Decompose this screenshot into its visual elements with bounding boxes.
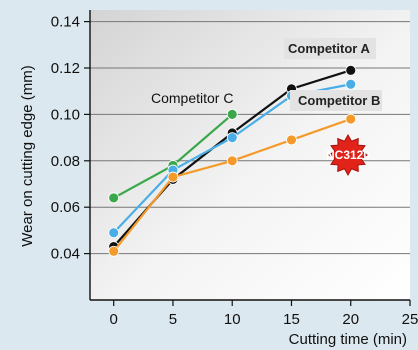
series-layer bbox=[108, 64, 357, 257]
y-tick-label: 0.04 bbox=[51, 246, 80, 263]
y-axis-title: Wear on cutting edge (mm) bbox=[19, 65, 36, 246]
label-competitor-b: Competitor B bbox=[298, 93, 380, 108]
y-tick-label: 0.08 bbox=[51, 153, 80, 170]
x-tick-label: 25 bbox=[402, 311, 418, 328]
y-tick-label: 0.14 bbox=[51, 14, 80, 31]
data-point bbox=[226, 132, 238, 144]
data-point bbox=[345, 113, 357, 125]
data-point bbox=[226, 155, 238, 167]
x-tick-label: 0 bbox=[110, 311, 118, 328]
label-bg-competitor-a bbox=[284, 38, 376, 59]
x-tick-label: 5 bbox=[169, 311, 177, 328]
series-0 bbox=[108, 109, 238, 204]
series-3 bbox=[108, 113, 357, 257]
data-point bbox=[108, 245, 120, 257]
data-point bbox=[345, 64, 357, 76]
y-tick-label: 0.12 bbox=[51, 60, 80, 77]
y-tick-label: 0.10 bbox=[51, 106, 80, 123]
data-point bbox=[108, 227, 120, 239]
label-competitor-c: Competitor C bbox=[151, 90, 233, 106]
label-competitor-a: Competitor A bbox=[288, 41, 370, 56]
data-point bbox=[345, 78, 357, 90]
y-tick-label: 0.06 bbox=[51, 199, 80, 216]
data-point bbox=[286, 134, 297, 146]
x-tick-label: 10 bbox=[224, 311, 241, 328]
axes bbox=[89, 10, 410, 301]
label-bg-competitor-b bbox=[290, 90, 382, 111]
label-nc3120: NC3120 bbox=[326, 148, 370, 162]
x-tick-label: 20 bbox=[342, 311, 359, 328]
data-point bbox=[108, 192, 120, 204]
gridlines bbox=[90, 21, 410, 255]
ticks: 0.04 0.06 0.08 0.10 0.12 0.14 0 5 10 15 20 25 bbox=[51, 14, 418, 328]
data-point bbox=[226, 109, 238, 120]
nc3120-badge bbox=[328, 133, 368, 177]
x-tick-label: 15 bbox=[283, 311, 300, 328]
x-axis-title: Cutting time (min) bbox=[289, 331, 407, 348]
data-point bbox=[167, 171, 179, 183]
